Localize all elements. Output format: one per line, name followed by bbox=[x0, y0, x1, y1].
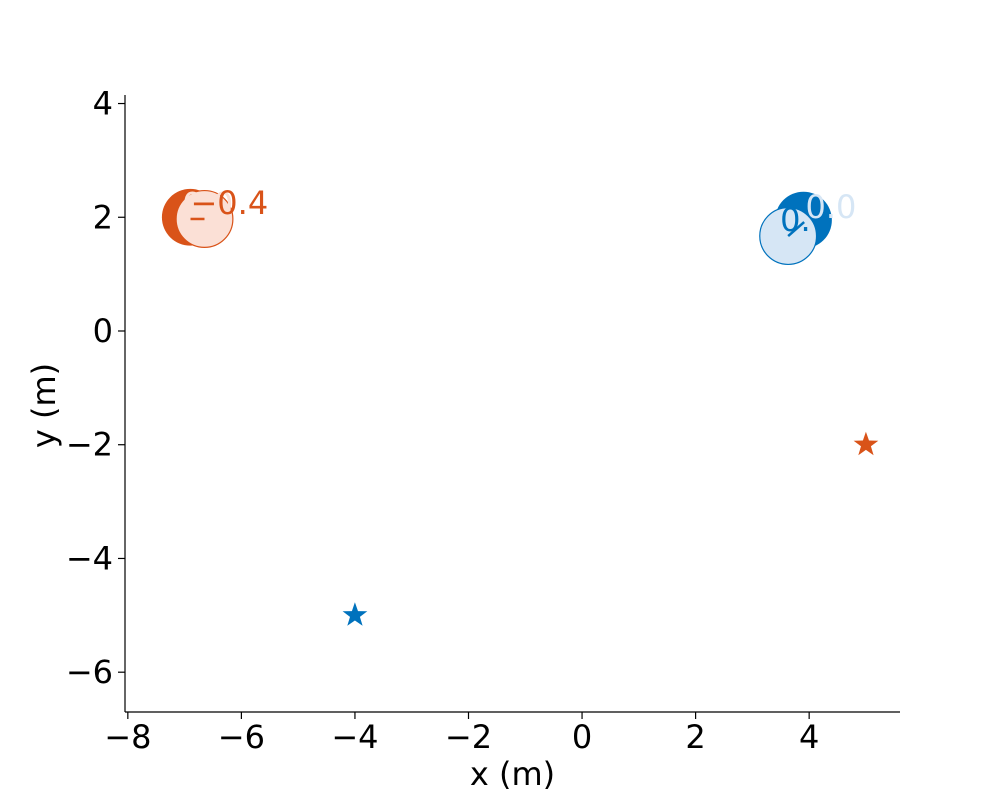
agent-predicted-label: 0. bbox=[780, 201, 811, 239]
y-tick-label: 2 bbox=[93, 198, 113, 236]
x-tick-label: 0 bbox=[572, 718, 592, 756]
agent-goal-star bbox=[853, 431, 879, 456]
agent-current-label: 0.0 bbox=[805, 188, 856, 226]
y-tick-label: −4 bbox=[66, 539, 113, 577]
agent-goal-star bbox=[342, 602, 368, 626]
y-tick-label: −6 bbox=[66, 653, 113, 691]
agent-0: 0.0−0.4 bbox=[161, 184, 879, 456]
y-tick-label: −2 bbox=[66, 426, 113, 464]
y-axis-label: y (m) bbox=[25, 363, 63, 448]
agent-1: 0.00. bbox=[342, 188, 856, 626]
x-tick-label: −8 bbox=[104, 718, 151, 756]
x-tick-label: 4 bbox=[799, 718, 819, 756]
x-tick-label: −4 bbox=[331, 718, 378, 756]
agent-predicted-label: −0.4 bbox=[190, 184, 268, 222]
x-tick-label: −6 bbox=[218, 718, 265, 756]
x-tick-label: −2 bbox=[445, 718, 492, 756]
x-axis-label: x (m) bbox=[470, 755, 555, 793]
y-tick-label: 0 bbox=[93, 312, 113, 350]
x-tick-label: 2 bbox=[685, 718, 705, 756]
y-tick-label: 4 bbox=[93, 85, 113, 123]
axes: −8 −6 −4 −2 0 2 4 −6 −4 −2 0 2 4 bbox=[66, 85, 900, 756]
agent-current-label: 0.0 bbox=[182, 185, 233, 223]
agent-heading bbox=[787, 221, 805, 237]
agent-marks: 0.0−0.4 0.00. bbox=[161, 184, 879, 626]
